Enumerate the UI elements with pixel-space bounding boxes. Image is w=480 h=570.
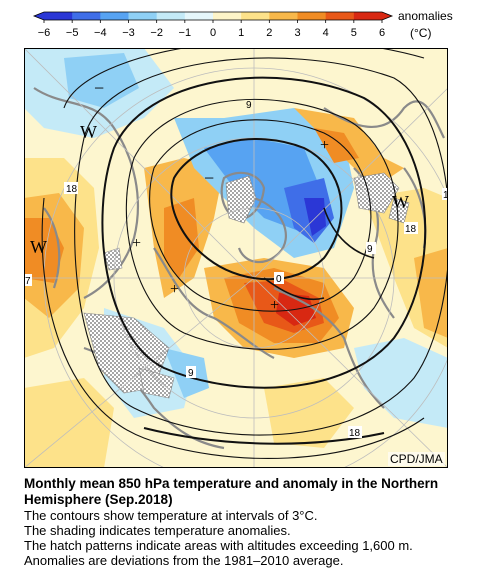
caption-line: The shading indicates temperature anomal… — [24, 523, 291, 538]
colorbar-segment — [100, 12, 129, 20]
colorbar-segment — [269, 12, 298, 20]
legend-unit: (°C) — [410, 26, 432, 40]
center-marks: W W W + + + + − − — [30, 78, 409, 314]
caption-line: Anomalies are deviations from the 1981–2… — [24, 553, 344, 568]
warm-center-mark: + — [270, 297, 279, 314]
contour-label: 1 — [443, 190, 448, 201]
anomaly-colorbar: −6 −5 −4 −3 −2 −1 0 1 2 3 4 5 6 — [32, 11, 394, 39]
contour-labels: 18 9 0 9 18 18 9 1 7 — [24, 100, 448, 439]
temperature-contours — [41, 48, 448, 460]
figure-caption: Monthly mean 850 hPa temperature and ano… — [24, 476, 474, 568]
warm-center-mark: + — [132, 235, 141, 252]
colorbar-high-arrow — [382, 12, 392, 20]
colorbar-segment — [44, 12, 73, 20]
contour-label: 7 — [25, 276, 31, 287]
colorbar-tick-label: −6 — [38, 27, 51, 39]
colorbar-tick-label: 0 — [210, 27, 216, 39]
polar-stereographic-map: 18 9 0 9 18 18 9 1 7 W W W + + + + − — [24, 48, 448, 468]
colorbar-segment — [353, 12, 383, 20]
colorbar-segment — [72, 12, 101, 20]
colorbar-tick-label: −1 — [179, 27, 192, 39]
warm-center-mark: + — [170, 281, 179, 298]
warm-center-mark: W — [80, 122, 97, 142]
warm-center-mark: + — [320, 137, 329, 154]
contour-label: 9 — [367, 244, 373, 255]
colorbar-tick-label: 1 — [238, 27, 244, 39]
colorbar-tick-label: −5 — [66, 27, 79, 39]
colorbar-ticks: −6 −5 −4 −3 −2 −1 0 1 2 3 4 5 6 — [38, 20, 385, 39]
colorbar-segment — [325, 12, 355, 20]
colorbar-tick-label: 5 — [351, 27, 357, 39]
contour-label: 0 — [276, 274, 282, 285]
colorbar-segment — [184, 12, 214, 20]
colorbar-tick-label: 4 — [323, 27, 329, 39]
colorbar-tick-label: 2 — [266, 27, 272, 39]
caption-line: The contours show temperature at interva… — [24, 508, 318, 523]
colorbar-low-arrow — [34, 12, 44, 20]
contour-label: 18 — [349, 428, 361, 439]
contour-label: 18 — [405, 224, 417, 235]
contour-label: 18 — [66, 184, 78, 195]
colorbar-segment — [156, 12, 186, 20]
cold-center-mark: − — [94, 78, 104, 98]
caption-title-line2: Hemisphere (Sep.2018) — [24, 492, 173, 507]
colorbar-segments — [32, 11, 394, 21]
cold-center-mark: − — [204, 168, 214, 188]
colorbar-tick-label: 6 — [379, 27, 385, 39]
credit-label: CPD/JMA — [388, 452, 445, 466]
colorbar-segment — [213, 12, 242, 20]
warm-center-mark: W — [392, 192, 409, 212]
contour-label: 9 — [188, 368, 194, 379]
warm-center-mark: W — [30, 237, 47, 257]
colorbar-segment — [241, 12, 270, 20]
colorbar-tick-label: −4 — [94, 27, 107, 39]
colorbar-tick-label: −3 — [122, 27, 135, 39]
caption-title-line1: Monthly mean 850 hPa temperature and ano… — [24, 476, 439, 491]
contour-label: 9 — [246, 100, 252, 111]
colorbar-tick-label: 3 — [294, 27, 300, 39]
map-frame — [24, 48, 448, 468]
colorbar-segment — [128, 12, 158, 20]
colorbar-segment — [297, 12, 327, 20]
graticule — [24, 48, 448, 468]
legend-title: anomalies — [398, 9, 453, 23]
colorbar-tick-label: −2 — [150, 27, 163, 39]
caption-line: The hatch patterns indicate areas with a… — [24, 538, 413, 553]
